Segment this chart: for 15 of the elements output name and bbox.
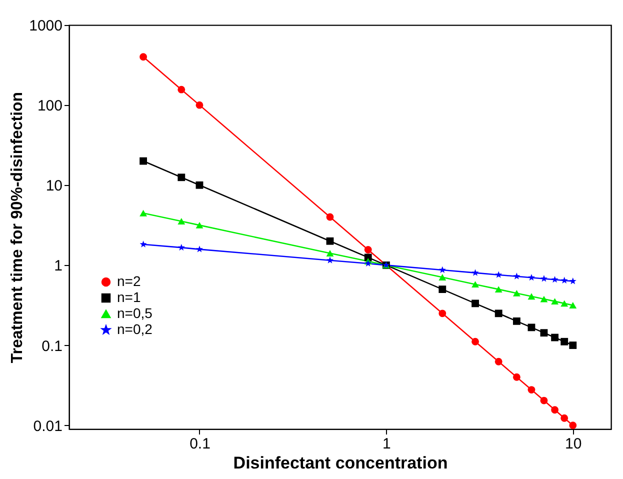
legend-label: n=2 bbox=[117, 273, 141, 289]
y-tick-label: 100 bbox=[37, 98, 62, 115]
y-axis-title: Treatment time for 90%-disinfection bbox=[9, 92, 26, 364]
x-axis-title: Disinfectant concentration bbox=[233, 454, 448, 472]
x-tick-label: 10 bbox=[565, 436, 582, 452]
x-tick-label: 1 bbox=[382, 436, 391, 452]
legend-label: n=1 bbox=[117, 289, 141, 305]
x-tick-label: 0.1 bbox=[190, 436, 210, 452]
legend-label: n=0,5 bbox=[117, 305, 153, 321]
y-tick-label: 1 bbox=[54, 258, 62, 275]
y-tick-label: 0.01 bbox=[33, 418, 62, 435]
y-tick-label: 0.1 bbox=[42, 338, 62, 355]
y-tick-label: 1000 bbox=[29, 18, 62, 34]
legend-label: n=0,2 bbox=[117, 321, 153, 337]
y-tick-label: 10 bbox=[46, 178, 62, 195]
